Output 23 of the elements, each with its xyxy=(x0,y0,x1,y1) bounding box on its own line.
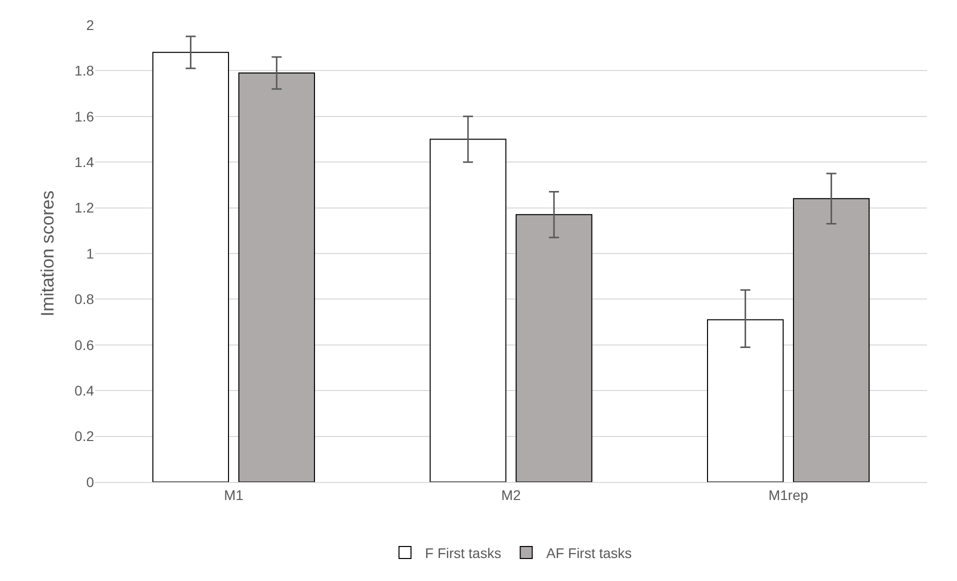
x-tick-label: M1rep xyxy=(768,486,808,503)
y-tick-label: 0.6 xyxy=(74,336,94,353)
bar xyxy=(516,214,592,482)
y-tick-label: 1.6 xyxy=(74,108,94,124)
y-tick-label: 1 xyxy=(86,245,94,262)
y-tick-label: 1.4 xyxy=(74,154,94,170)
bar xyxy=(430,138,506,482)
y-tick-label: 0.2 xyxy=(74,428,94,444)
y-tick-label: 2 xyxy=(86,16,94,33)
bar xyxy=(707,319,784,482)
bar xyxy=(238,72,315,482)
bar xyxy=(152,52,230,482)
y-tick-label: 0 xyxy=(86,474,94,490)
y-tick-label: 0.8 xyxy=(74,291,94,308)
y-tick-label: 1.8 xyxy=(74,62,94,79)
x-tick-label: M1 xyxy=(224,486,244,503)
y-tick-label: 1.2 xyxy=(74,200,94,216)
legend-label: AF First tasks xyxy=(546,544,632,561)
bar xyxy=(792,198,870,482)
x-tick-label: M2 xyxy=(501,486,521,503)
legend-label: F First tasks xyxy=(425,544,502,561)
y-axis-title: Imitation scores xyxy=(38,190,58,317)
y-tick-label: 0.4 xyxy=(74,382,94,398)
